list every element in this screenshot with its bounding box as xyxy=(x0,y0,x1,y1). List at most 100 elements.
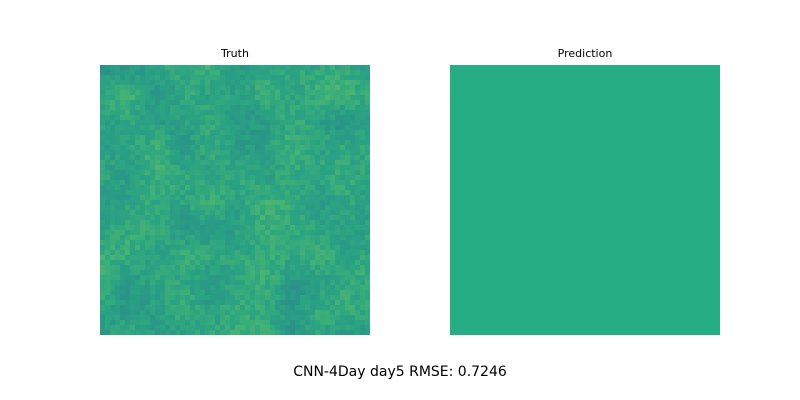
heatmap-cell xyxy=(230,115,236,121)
heatmap-cell xyxy=(225,245,231,251)
heatmap-cell xyxy=(580,65,586,71)
heatmap-cell xyxy=(495,135,501,141)
heatmap-cell xyxy=(590,220,596,226)
heatmap-cell xyxy=(530,250,536,256)
heatmap-cell xyxy=(570,70,576,76)
heatmap-cell xyxy=(320,270,326,276)
heatmap-cell xyxy=(115,170,121,176)
heatmap-cell xyxy=(175,325,181,331)
heatmap-cell xyxy=(195,90,201,96)
heatmap-cell xyxy=(135,255,141,261)
heatmap-cell xyxy=(270,250,276,256)
heatmap-cell xyxy=(205,120,211,126)
heatmap-cell xyxy=(675,105,681,111)
heatmap-cell xyxy=(230,175,236,181)
heatmap-cell xyxy=(560,105,566,111)
heatmap-cell xyxy=(155,320,161,326)
heatmap-cell xyxy=(645,200,651,206)
heatmap-cell xyxy=(340,125,346,131)
heatmap-cell xyxy=(345,65,351,71)
heatmap-cell xyxy=(185,295,191,301)
heatmap-cell xyxy=(150,250,156,256)
heatmap-cell xyxy=(335,115,341,121)
heatmap-cell xyxy=(215,320,221,326)
heatmap-cell xyxy=(645,160,651,166)
heatmap-cell xyxy=(255,190,261,196)
heatmap-cell xyxy=(580,205,586,211)
heatmap-cell xyxy=(190,160,196,166)
heatmap-cell xyxy=(300,250,306,256)
heatmap-cell xyxy=(570,80,576,86)
heatmap-cell xyxy=(270,285,276,291)
heatmap-cell xyxy=(135,65,141,71)
heatmap-cell xyxy=(160,110,166,116)
heatmap-cell xyxy=(615,170,621,176)
heatmap-cell xyxy=(260,275,266,281)
heatmap-cell xyxy=(240,135,246,141)
heatmap-cell xyxy=(255,250,261,256)
heatmap-cell xyxy=(240,235,246,241)
heatmap-cell xyxy=(555,135,561,141)
heatmap-cell xyxy=(260,315,266,321)
heatmap-cell xyxy=(250,265,256,271)
heatmap-cell xyxy=(260,245,266,251)
heatmap-cell xyxy=(205,260,211,266)
heatmap-cell xyxy=(485,155,491,161)
heatmap-cell xyxy=(705,185,711,191)
heatmap-cell xyxy=(190,150,196,156)
heatmap-cell xyxy=(155,110,161,116)
heatmap-cell xyxy=(110,225,116,231)
heatmap-cell xyxy=(635,185,641,191)
heatmap-cell xyxy=(100,70,106,76)
heatmap-cell xyxy=(225,180,231,186)
heatmap-cell xyxy=(575,200,581,206)
heatmap-cell xyxy=(315,145,321,151)
heatmap-cell xyxy=(355,155,361,161)
heatmap-cell xyxy=(165,220,171,226)
heatmap-cell xyxy=(195,315,201,321)
heatmap-cell xyxy=(475,75,481,81)
heatmap-cell xyxy=(470,85,476,91)
heatmap-cell xyxy=(305,265,311,271)
heatmap-cell xyxy=(280,315,286,321)
heatmap-cell xyxy=(495,125,501,131)
heatmap-cell xyxy=(645,135,651,141)
heatmap-cell xyxy=(105,250,111,256)
heatmap-cell xyxy=(575,65,581,71)
heatmap-cell xyxy=(240,270,246,276)
heatmap-cell xyxy=(100,280,106,286)
heatmap-cell xyxy=(360,270,366,276)
heatmap-cell xyxy=(695,130,701,136)
heatmap-cell xyxy=(115,295,121,301)
heatmap-cell xyxy=(200,310,206,316)
heatmap-cell xyxy=(185,130,191,136)
heatmap-cell xyxy=(230,330,236,335)
heatmap-cell xyxy=(650,105,656,111)
heatmap-cell xyxy=(265,330,271,335)
heatmap-cell xyxy=(635,155,641,161)
heatmap-cell xyxy=(345,110,351,116)
heatmap-cell xyxy=(300,265,306,271)
heatmap-cell xyxy=(350,270,356,276)
heatmap-cell xyxy=(330,260,336,266)
heatmap-cell xyxy=(700,105,706,111)
heatmap-cell xyxy=(180,150,186,156)
heatmap-cell xyxy=(460,195,466,201)
heatmap-cell xyxy=(675,120,681,126)
heatmap-cell xyxy=(180,110,186,116)
heatmap-cell xyxy=(490,160,496,166)
heatmap-cell xyxy=(240,90,246,96)
heatmap-cell xyxy=(145,185,151,191)
heatmap-cell xyxy=(705,80,711,86)
heatmap-cell xyxy=(345,115,351,121)
heatmap-cell xyxy=(145,175,151,181)
heatmap-cell xyxy=(200,95,206,101)
heatmap-cell xyxy=(620,160,626,166)
heatmap-cell xyxy=(345,95,351,101)
heatmap-cell xyxy=(525,195,531,201)
heatmap-cell xyxy=(340,215,346,221)
heatmap-cell xyxy=(300,165,306,171)
heatmap-cell xyxy=(345,175,351,181)
heatmap-cell xyxy=(175,130,181,136)
heatmap-cell xyxy=(565,140,571,146)
